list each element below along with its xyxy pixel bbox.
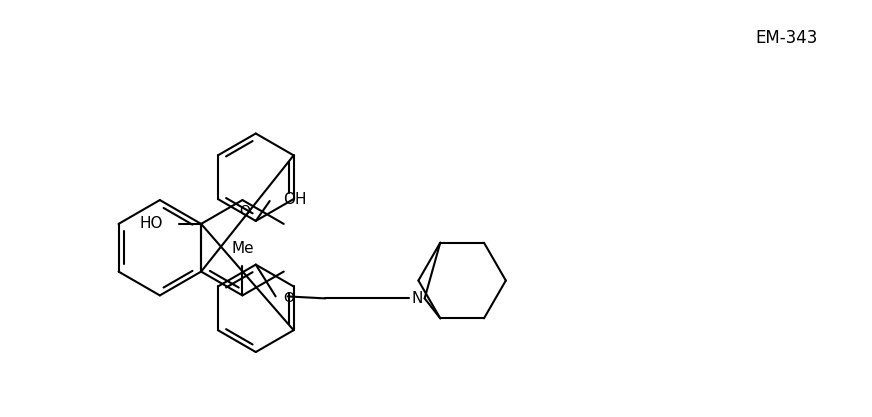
Text: N: N [411, 291, 422, 306]
Text: EM-343: EM-343 [755, 29, 817, 47]
Text: Me: Me [231, 241, 254, 256]
Text: OH: OH [283, 191, 307, 206]
Text: HO: HO [140, 216, 163, 231]
Text: O: O [239, 204, 250, 218]
Text: O: O [283, 291, 295, 305]
